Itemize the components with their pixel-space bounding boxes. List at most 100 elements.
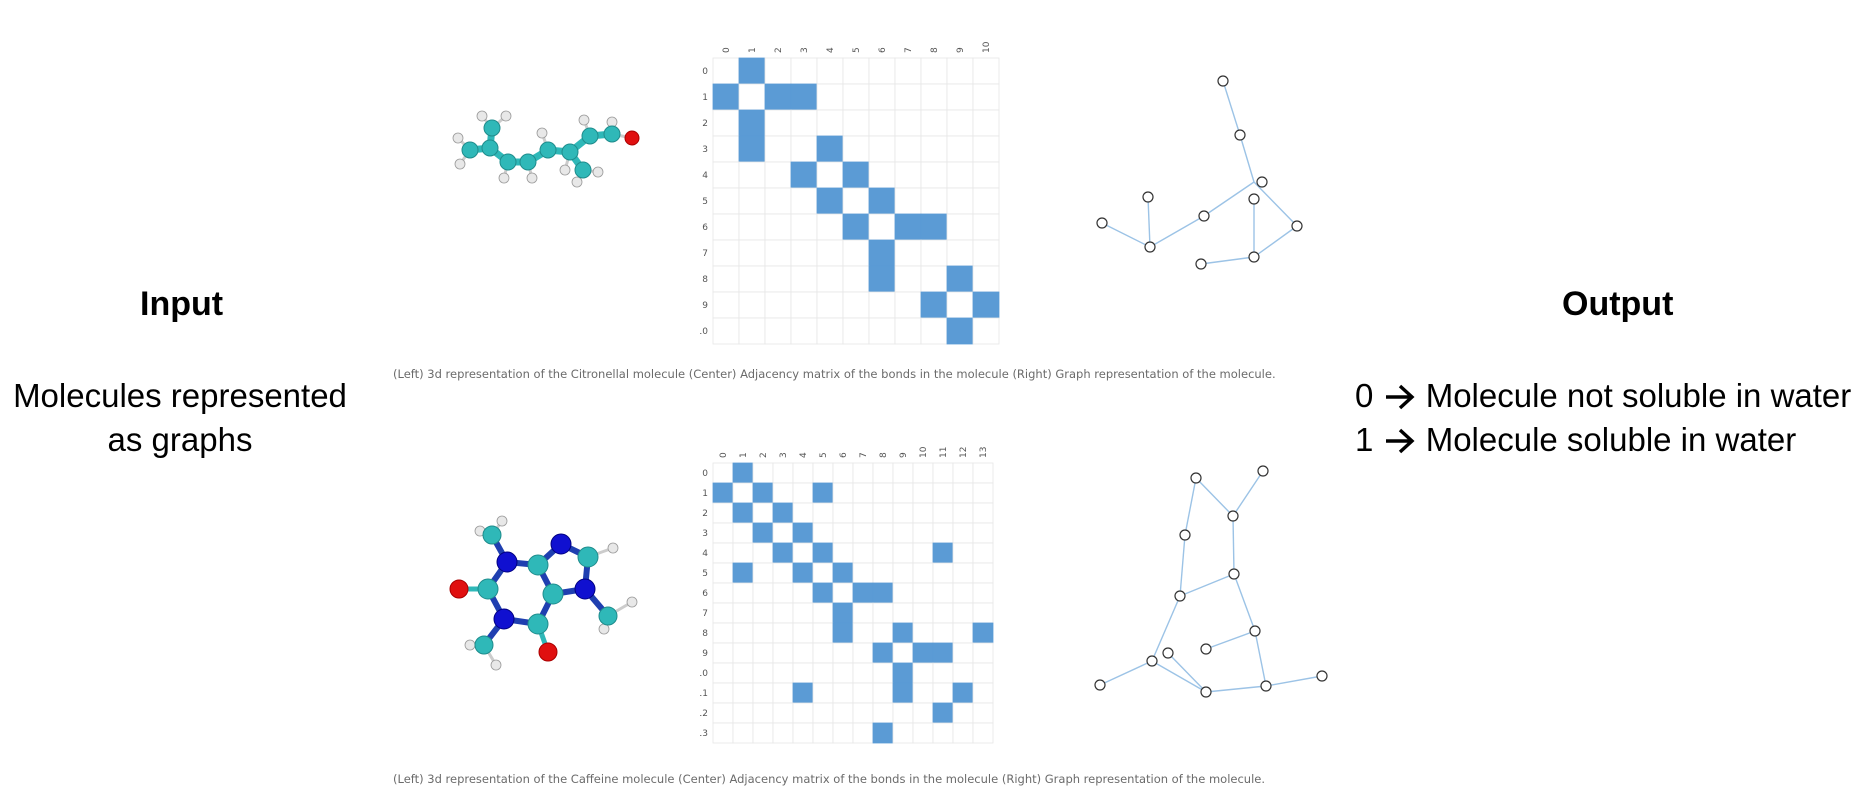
matrix-cell-filled [872, 642, 894, 664]
matrix-cell [792, 482, 814, 504]
matrix-cell [932, 502, 954, 524]
matrix-col-label: 4 [826, 47, 836, 53]
matrix-cell [912, 722, 934, 744]
matrix-cell [972, 582, 994, 604]
matrix-cell [932, 622, 954, 644]
matrix-cell-filled [832, 602, 854, 624]
matrix-cell [952, 702, 974, 724]
matrix-cell [752, 702, 774, 724]
matrix-cell-filled [738, 109, 766, 137]
matrix-row-label: 8 [702, 275, 708, 285]
matrix-cell-filled [842, 161, 870, 189]
matrix-cell [816, 109, 844, 137]
matrix-cell [752, 502, 774, 524]
matrix-cell [842, 291, 870, 319]
matrix-col-label: 5 [852, 47, 862, 53]
matrix-cell-filled [892, 622, 914, 644]
matrix-cell [912, 522, 934, 544]
matrix-cell [952, 582, 974, 604]
matrix-cell-filled [832, 622, 854, 644]
output-row-0: 0 Molecule not soluble in water [1355, 374, 1851, 418]
matrix-row-label: 6 [702, 589, 708, 599]
matrix-row-label: 7 [702, 609, 708, 619]
matrix-cell [868, 291, 896, 319]
matrix-cell [894, 291, 922, 319]
matrix-cell-filled [892, 662, 914, 684]
matrix-cell [892, 522, 914, 544]
matrix-cell [972, 682, 994, 704]
matrix-cell [792, 662, 814, 684]
matrix-cell [852, 662, 874, 684]
caffeine-3d-model [449, 515, 638, 671]
matrix-cell [972, 83, 1000, 111]
matrix-cell [832, 662, 854, 684]
matrix-row-label: 7 [702, 249, 708, 259]
matrix-cell [868, 317, 896, 345]
matrix-cell-filled [842, 213, 870, 241]
matrix-cell [892, 462, 914, 484]
matrix-cell [868, 109, 896, 137]
matrix-cell-filled [868, 239, 896, 267]
matrix-col-label: 8 [930, 47, 940, 53]
matrix-cell [952, 462, 974, 484]
matrix-cell [912, 582, 934, 604]
matrix-cell [920, 57, 948, 85]
matrix-col-label: 7 [859, 452, 869, 458]
matrix-cell [752, 682, 774, 704]
matrix-cell [812, 702, 834, 724]
matrix-cell [712, 582, 734, 604]
matrix-cell [946, 213, 974, 241]
matrix-cell [772, 702, 794, 724]
matrix-cell [972, 213, 1000, 241]
matrix-cell [932, 482, 954, 504]
matrix-cell [852, 542, 874, 564]
matrix-cell [790, 109, 818, 137]
matrix-cell [764, 291, 792, 319]
matrix-cell [920, 187, 948, 215]
caffeine-graph [1094, 465, 1328, 698]
matrix-cell [772, 482, 794, 504]
matrix-cell [792, 462, 814, 484]
matrix-cell [764, 109, 792, 137]
matrix-cell-filled [816, 187, 844, 215]
output-row-1: 1 Molecule soluble in water [1355, 418, 1851, 462]
matrix-cell [772, 462, 794, 484]
matrix-cell [764, 239, 792, 267]
matrix-cell [912, 602, 934, 624]
matrix-col-label: 2 [759, 452, 769, 458]
matrix-cell [892, 582, 914, 604]
matrix-cell [832, 642, 854, 664]
matrix-cell [732, 722, 754, 744]
matrix-cell [894, 57, 922, 85]
matrix-cell [764, 317, 792, 345]
matrix-cell [764, 135, 792, 163]
matrix-cell [738, 161, 766, 189]
matrix-cell [812, 642, 834, 664]
matrix-row-label: 13 [700, 729, 708, 739]
matrix-col-label: 10 [919, 446, 929, 458]
matrix-cell [852, 602, 874, 624]
matrix-cell [712, 57, 740, 85]
input-description-line2: as graphs [107, 421, 253, 458]
matrix-cell [972, 502, 994, 524]
matrix-cell [772, 662, 794, 684]
matrix-row-label: 2 [702, 509, 708, 519]
matrix-cell [752, 722, 774, 744]
matrix-cell [972, 187, 1000, 215]
matrix-cell [852, 622, 874, 644]
matrix-cell [772, 562, 794, 584]
matrix-cell [738, 213, 766, 241]
output-value-1: 1 [1355, 421, 1374, 458]
matrix-col-label: 6 [839, 452, 849, 458]
matrix-cell [892, 562, 914, 584]
matrix-cell [952, 722, 974, 744]
matrix-cell-filled [812, 542, 834, 564]
matrix-cell [852, 482, 874, 504]
matrix-cell [932, 522, 954, 544]
matrix-cell-filled [792, 522, 814, 544]
matrix-col-label: 8 [879, 452, 889, 458]
matrix-cell [842, 239, 870, 267]
matrix-cell [952, 622, 974, 644]
matrix-cell [894, 187, 922, 215]
matrix-row-label: 3 [702, 145, 708, 155]
